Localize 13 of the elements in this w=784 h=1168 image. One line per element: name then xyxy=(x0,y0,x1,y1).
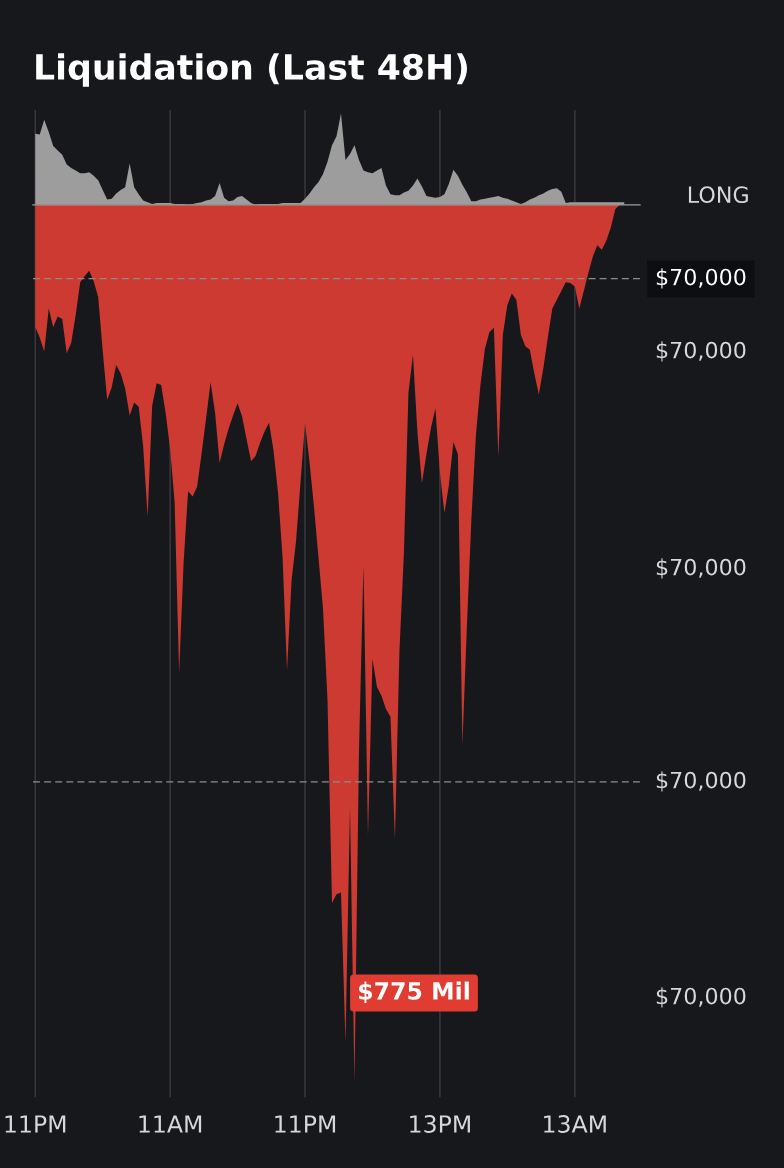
x-tick-label: 11PM xyxy=(5,1115,66,1133)
text: LONG xyxy=(688,186,748,204)
chart-title: Liquidation (Last 48H) xyxy=(36,53,467,87)
text: $70,000 xyxy=(656,268,746,289)
text: $70,000 xyxy=(656,771,746,792)
x-tick-label: 11AM xyxy=(139,1115,202,1133)
x-tick-label: 11PM xyxy=(275,1115,336,1133)
text: $70,000 xyxy=(656,341,746,362)
text: $70,000 xyxy=(656,558,746,579)
x-tick-label: 13PM xyxy=(410,1115,470,1133)
x-tick-label: 13AM xyxy=(544,1115,606,1133)
annotation: $775 Mil xyxy=(359,981,469,1003)
text: $70,000 xyxy=(656,987,746,1008)
